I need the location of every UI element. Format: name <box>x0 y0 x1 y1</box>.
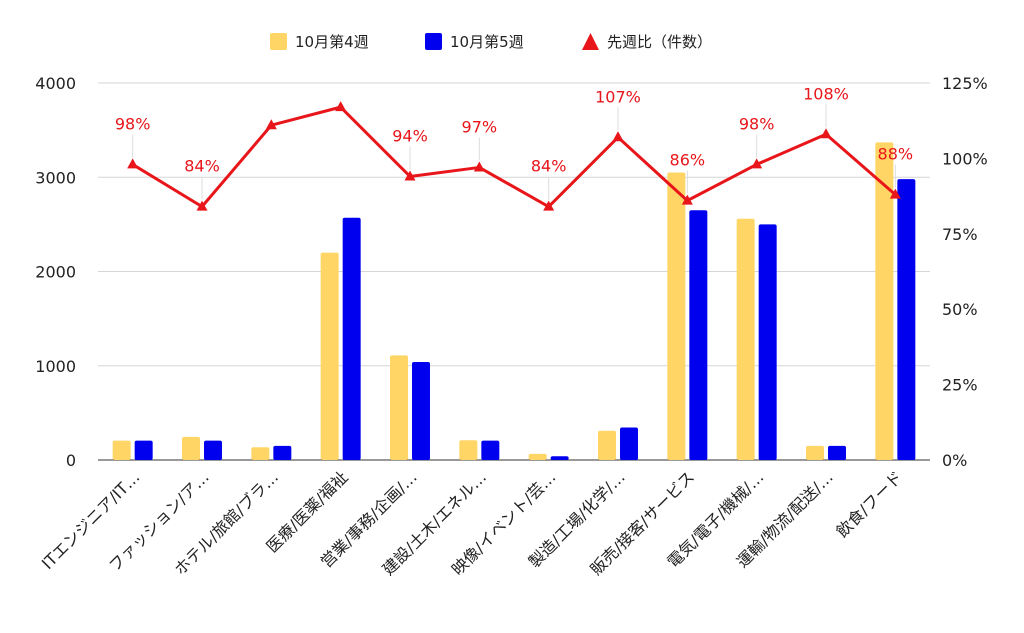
bar-week4 <box>112 440 131 460</box>
bar-week5 <box>273 445 292 460</box>
data-label: 98% <box>739 114 775 133</box>
legend-label: 10月第5週 <box>450 33 524 51</box>
bar-week4 <box>875 142 894 460</box>
ratio-marker <box>681 194 693 205</box>
y-right-tick-label: 50% <box>942 300 978 319</box>
data-label: 88% <box>878 145 914 164</box>
data-label: 97% <box>462 117 498 136</box>
data-label: 108% <box>803 84 849 103</box>
y-left-tick-label: 1000 <box>35 357 76 376</box>
y-right-tick-label: 75% <box>942 225 978 244</box>
ratio-marker <box>473 161 485 172</box>
bar-week4 <box>251 447 270 460</box>
ratio-marker <box>127 158 139 169</box>
bar-week5 <box>758 224 777 460</box>
bar-week5 <box>342 217 361 460</box>
bar-week4 <box>736 218 755 460</box>
ratio-line <box>131 105 897 209</box>
ratio-marker <box>265 119 277 130</box>
data-label: 98% <box>115 114 151 133</box>
bar-week5 <box>412 361 430 460</box>
y-right-tick-label: 125% <box>942 74 988 93</box>
y-right-tick-label: 0% <box>942 451 967 470</box>
y-right-tick-label: 100% <box>942 149 988 168</box>
data-label: 84% <box>531 157 567 176</box>
ratio-marker <box>404 170 416 181</box>
bar-week5 <box>481 440 500 460</box>
bar-week5 <box>550 456 569 460</box>
ratio-marker <box>889 188 901 199</box>
legend-label: 10月第4週 <box>295 33 369 51</box>
y-left-tick-label: 3000 <box>35 168 76 187</box>
bar-week4 <box>459 440 478 460</box>
data-label: 107% <box>595 87 641 106</box>
y-left-tick-label: 0 <box>66 451 76 470</box>
ratio-marker <box>612 131 624 142</box>
y-left-tick-label: 4000 <box>35 74 76 93</box>
data-label: 94% <box>392 126 428 145</box>
bar-week4 <box>667 172 686 460</box>
bar-week5 <box>689 210 708 460</box>
bar-week5 <box>204 440 222 460</box>
bar-week4 <box>528 453 547 460</box>
legend-swatch <box>425 33 442 50</box>
legend-swatch-triangle <box>582 33 599 50</box>
data-label: 86% <box>670 151 706 170</box>
ratio-marker <box>820 128 832 139</box>
bar-week4 <box>320 252 339 460</box>
ratio-marker <box>335 101 347 112</box>
data-label: 84% <box>184 157 220 176</box>
bar-week5 <box>620 427 638 460</box>
bar-week4 <box>598 430 616 460</box>
bar-week4 <box>806 445 824 460</box>
legend-label: 先週比（件数） <box>607 33 712 51</box>
ratio-marker <box>751 158 763 169</box>
bar-week4 <box>182 436 200 460</box>
y-left-tick-label: 2000 <box>35 263 76 282</box>
bar-week5 <box>897 179 916 460</box>
bar-week5 <box>134 440 153 460</box>
ratio-marker <box>196 200 208 211</box>
bar-week5 <box>828 445 846 460</box>
legend-swatch <box>270 33 287 50</box>
y-right-tick-label: 25% <box>942 376 978 395</box>
ratio-marker <box>543 200 555 211</box>
x-category-label: 飲食/フード <box>832 467 906 541</box>
bar-week4 <box>390 355 408 460</box>
